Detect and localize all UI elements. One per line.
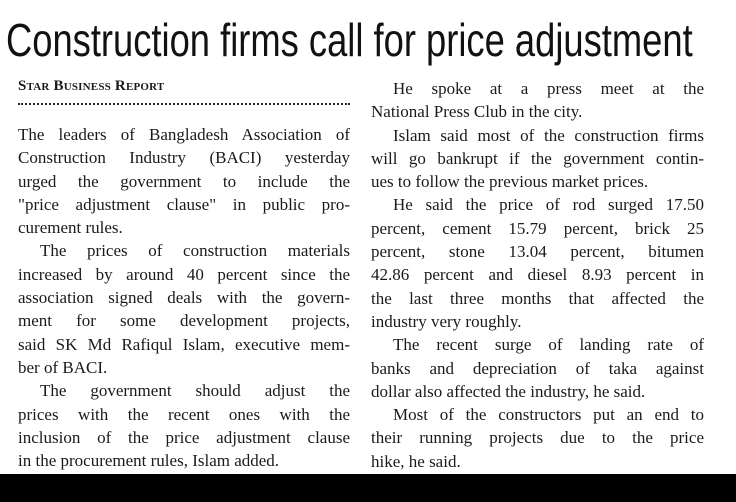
text-line: banks and depreciation of taka against [371, 358, 704, 378]
text-line: inclusion of the price adjustment clause [18, 427, 350, 447]
article-column-1: The leaders of Bangladesh Association of… [18, 123, 350, 472]
paragraph: The recent surge of landing rate of banks… [371, 333, 704, 403]
paragraph: He said the price of rod surged 17.50 per… [371, 193, 704, 333]
paragraph: The leaders of Bangladesh Association of… [18, 123, 350, 239]
paragraph: The prices of construction materials incr… [18, 239, 350, 379]
text-line: percent, cement 15.79 percent, brick 25 [371, 218, 704, 238]
text-line: percent, stone 13.04 percent, bitumen [371, 242, 704, 262]
text-line: ber of BACI. [18, 357, 108, 377]
text-line: Most of the constructors put an end to [393, 405, 704, 425]
text-line: He spoke at a press meet at the [393, 79, 704, 98]
bottom-black-bar [0, 474, 736, 502]
text-line: the last three months that affected the [371, 288, 704, 308]
article-column-2: He spoke at a press meet at the National … [371, 77, 704, 473]
text-line: curement rules. [18, 218, 123, 238]
text-line: association signed deals with the govern… [18, 288, 350, 308]
paragraph: He spoke at a press meet at the National … [371, 77, 704, 124]
text-line: Islam said most of the construction firm… [393, 125, 704, 145]
text-line: ment for some development projects, [18, 311, 350, 331]
text-line: "price adjustment clause" in public pro- [18, 194, 350, 214]
text-line: urged the government to include the [18, 171, 350, 191]
paragraph: The government should adjust the prices w… [18, 379, 350, 472]
text-line: The prices of construction materials [40, 241, 350, 261]
text-line: He said the price of rod surged 17.50 [393, 195, 704, 215]
text-line: in the procurement rules, Islam added. [18, 451, 280, 471]
dotted-divider [18, 103, 350, 105]
text-line: will go bankrupt if the government conti… [371, 148, 704, 168]
text-line: The government should adjust the [40, 381, 350, 401]
text-line: industry very roughly. [371, 311, 522, 331]
text-line: prices with the recent ones with the [18, 404, 350, 424]
text-line: their running projects due to the price [371, 428, 704, 448]
text-line: The leaders of Bangladesh Association of [18, 125, 350, 144]
text-line: increased by around 40 percent since the [18, 264, 350, 284]
text-line: 42.86 percent and diesel 8.93 percent in [371, 265, 704, 285]
text-line: said SK Md Rafiqul Islam, executive mem- [18, 334, 350, 354]
paragraph: Most of the constructors put an end to th… [371, 403, 704, 473]
text-line: hike, he said. [371, 451, 461, 471]
byline: Star Business Report [18, 78, 165, 94]
text-line: dollar also affected the industry, he sa… [371, 381, 646, 401]
text-line: National Press Club in the city. [371, 102, 583, 122]
headline: Construction firms call for price adjust… [6, 14, 693, 66]
text-line: Construction Industry (BACI) yesterday [18, 148, 350, 168]
text-line: ues to follow the previous market prices… [371, 172, 649, 192]
paragraph: Islam said most of the construction firm… [371, 124, 704, 194]
text-line: The recent surge of landing rate of [393, 335, 704, 355]
